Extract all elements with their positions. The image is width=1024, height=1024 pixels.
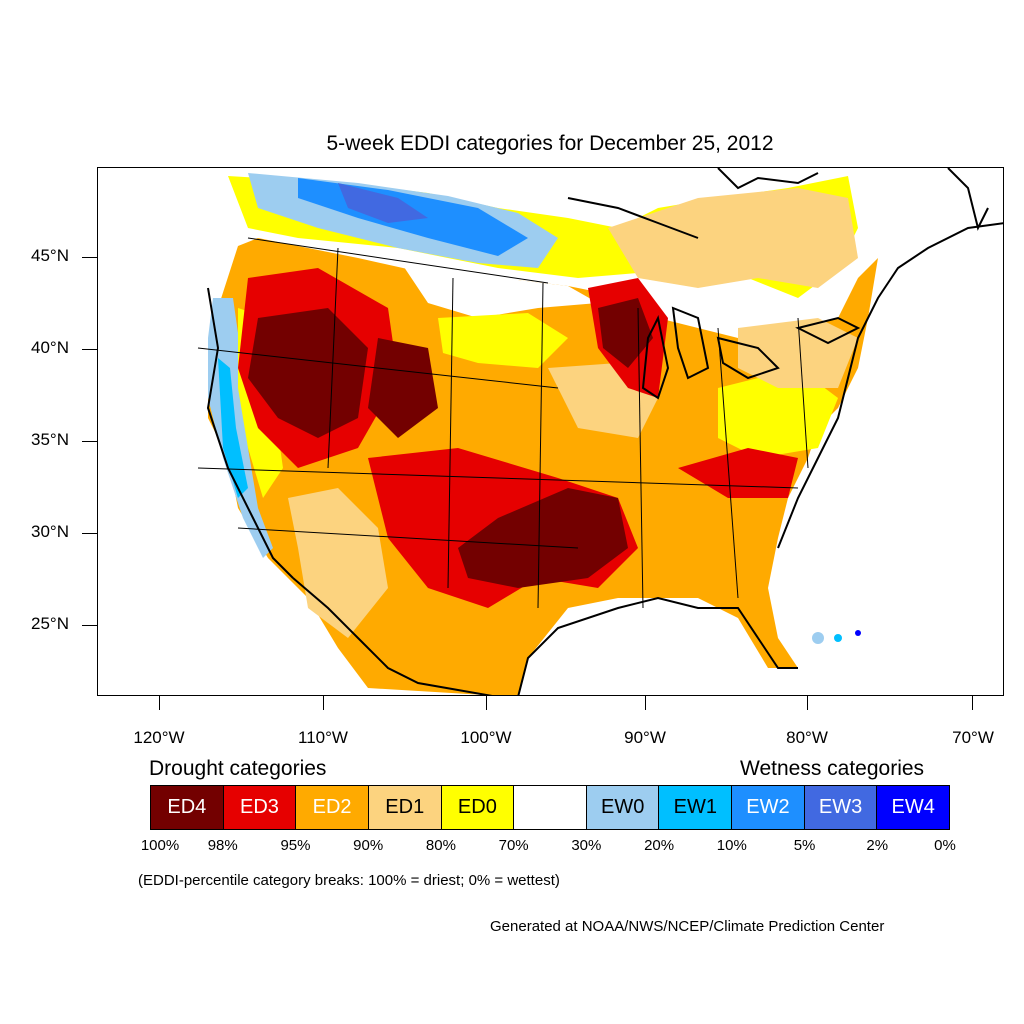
north-wet-deep xyxy=(338,183,428,223)
percent-break-label: 95% xyxy=(280,837,311,854)
lon-label-120: 120°W xyxy=(133,728,185,747)
percent-break-label: 10% xyxy=(716,837,747,854)
east-wet-spot xyxy=(812,632,824,644)
lon-label-80: 80°W xyxy=(786,728,828,747)
lat-tick-25 xyxy=(82,625,97,626)
legend-cell-ed1: ED1 xyxy=(368,786,442,829)
map-title: 5-week EDDI categories for December 25, … xyxy=(326,132,774,155)
drought-heading: Drought categories xyxy=(149,757,327,780)
eddi-map xyxy=(197,168,1003,695)
east-yellow xyxy=(718,368,838,458)
legend-cell-ed2: ED2 xyxy=(296,786,369,829)
map-panel xyxy=(97,167,1004,696)
percent-break-label: 5% xyxy=(793,837,816,854)
state-boundaries xyxy=(197,237,809,609)
percent-break-label: 20% xyxy=(644,837,675,854)
lon-tick-70 xyxy=(972,696,973,710)
west-coast-wet-core xyxy=(218,358,248,498)
east-wet-spot-2 xyxy=(834,634,842,642)
lon-tick-120 xyxy=(159,696,160,710)
lat-tick-40 xyxy=(82,349,97,350)
percent-break-label: 0% xyxy=(934,837,956,854)
coastlines xyxy=(206,168,1003,695)
southwest-ed1 xyxy=(288,488,388,638)
lon-tick-90 xyxy=(645,696,646,710)
lat-label-40: 40°N xyxy=(31,338,69,357)
lon-label-90: 90°W xyxy=(624,728,666,747)
south-ed4 xyxy=(458,488,628,588)
wetness-heading: Wetness categories xyxy=(740,757,925,780)
legend-cell-neutral xyxy=(514,786,587,829)
legend-cell-ed4: ED4 xyxy=(151,786,224,829)
percent-break-label: 90% xyxy=(353,837,384,854)
legend-cell-ew0: EW0 xyxy=(586,786,660,829)
lon-tick-110 xyxy=(323,696,324,710)
central-ed4 xyxy=(368,338,438,438)
credit-line: Generated at NOAA/NWS/NCEP/Climate Predi… xyxy=(490,918,885,935)
lat-label-45: 45°N xyxy=(31,246,69,265)
lon-tick-100 xyxy=(486,696,487,710)
legend-cell-ed0: ED0 xyxy=(441,786,515,829)
lon-tick-80 xyxy=(807,696,808,710)
percent-break-label: 100% xyxy=(140,837,180,854)
plains-white xyxy=(398,258,598,318)
lat-label-35: 35°N xyxy=(31,430,69,449)
lat-label-25: 25°N xyxy=(31,614,69,633)
legend-cell-ew3: EW3 xyxy=(804,786,878,829)
midwest-yellow xyxy=(438,313,568,368)
legend-cell-ed3: ED3 xyxy=(223,786,297,829)
lon-label-70: 70°W xyxy=(952,728,994,747)
lon-label-100: 100°W xyxy=(460,728,512,747)
lat-label-30: 30°N xyxy=(31,522,69,541)
lon-label-110: 110°W xyxy=(298,728,348,747)
percent-break-label: 98% xyxy=(207,837,238,854)
percent-break-label: 30% xyxy=(571,837,602,854)
west-ed4 xyxy=(248,308,368,438)
category-note: (EDDI-percentile category breaks: 100% =… xyxy=(138,872,560,889)
legend-color-bar: ED4 ED3 ED2 ED1 ED0 EW0 EW1 EW2 EW3 EW4 xyxy=(150,785,950,830)
lat-tick-45 xyxy=(82,257,97,258)
legend-cell-ew1: EW1 xyxy=(659,786,733,829)
lat-tick-35 xyxy=(82,441,97,442)
percent-break-label: 80% xyxy=(425,837,456,854)
percent-break-label: 70% xyxy=(498,837,529,854)
legend-cell-ew2: EW2 xyxy=(732,786,805,829)
east-wet-spot-3 xyxy=(855,630,861,636)
west-coast-wet xyxy=(208,298,273,558)
percent-break-label: 2% xyxy=(866,837,889,854)
glake-ed4 xyxy=(598,298,653,368)
legend-cell-ew4: EW4 xyxy=(877,786,950,829)
canada-ed1 xyxy=(608,188,858,288)
lat-tick-30 xyxy=(82,533,97,534)
